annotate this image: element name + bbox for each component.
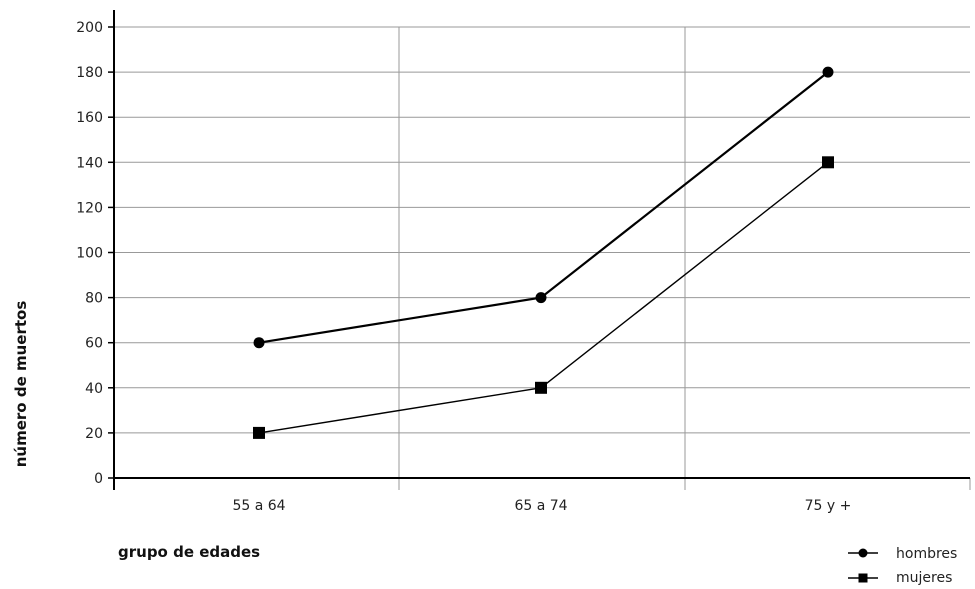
legend-marker-circle <box>858 548 868 558</box>
y-axis-title: número de muertos <box>12 301 30 468</box>
legend-item-hombres: hombres <box>848 546 957 562</box>
data-point-mujeres <box>535 381 547 394</box>
x-tick-label: 65 a 74 <box>514 498 567 514</box>
axes <box>113 10 970 490</box>
y-tick-label: 0 <box>94 471 103 487</box>
legend-item-mujeres: mujeres <box>848 570 952 586</box>
x-tick-label: 55 a 64 <box>232 498 285 514</box>
y-tick-label: 200 <box>76 20 103 36</box>
x-tick-labels: 55 a 64 65 a 74 75 y + <box>232 498 851 514</box>
grid-lines <box>114 26 971 490</box>
data-point-hombres <box>822 66 834 78</box>
y-tick-label: 60 <box>85 336 103 352</box>
y-tick-label: 80 <box>85 291 103 307</box>
legend-marker-square <box>858 573 868 583</box>
data-point-mujeres <box>822 156 834 169</box>
legend-label-hombres: hombres <box>896 546 957 562</box>
y-tick-label: 180 <box>76 65 103 81</box>
y-tick-label: 20 <box>85 426 103 442</box>
x-axis-title: grupo de edades <box>118 543 260 561</box>
legend-label-mujeres: mujeres <box>896 570 952 586</box>
data-point-hombres <box>253 337 265 349</box>
data-point-hombres <box>535 292 547 304</box>
y-tick-labels: 0 20 40 60 80 100 120 140 160 180 200 <box>76 20 114 487</box>
series-group <box>253 66 834 439</box>
y-tick-label: 160 <box>76 110 103 126</box>
y-tick-label: 40 <box>85 381 103 397</box>
y-tick-label: 140 <box>76 155 103 171</box>
y-tick-label: 120 <box>76 200 103 216</box>
data-point-mujeres <box>253 426 265 439</box>
y-tick-label: 100 <box>76 246 103 262</box>
legend: hombres mujeres <box>848 546 957 586</box>
x-tick-label: 75 y + <box>805 498 852 514</box>
